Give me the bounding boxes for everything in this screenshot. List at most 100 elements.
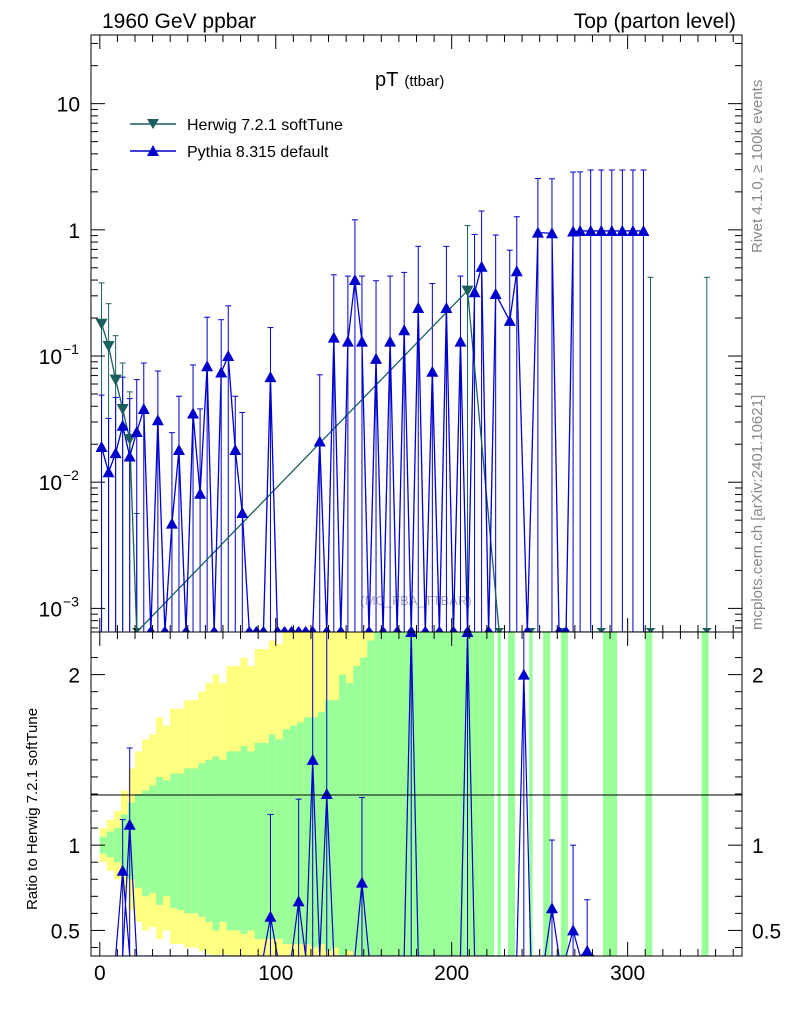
x-tick-label: 200 xyxy=(434,962,469,985)
ratio-band-green xyxy=(409,632,417,956)
pythia-point-floor xyxy=(336,626,346,632)
pythia-point xyxy=(503,314,516,326)
ratio-band-green xyxy=(645,632,653,956)
ratio-band-green xyxy=(381,632,389,956)
y-tick-exponent: −1 xyxy=(63,341,79,357)
rivet-label: Rivet 4.1.0, ≥ 100k events xyxy=(749,80,766,253)
ratio-band-green xyxy=(226,751,234,931)
ratio-pythia-point xyxy=(306,753,319,765)
herwig-point xyxy=(102,341,115,353)
ratio-band-green xyxy=(134,794,143,888)
ratio-band-green xyxy=(529,632,533,956)
ratio-band-green xyxy=(184,768,192,914)
ratio-pythia-point xyxy=(292,895,305,907)
ratio-y-tick-label-right: 0.5 xyxy=(752,920,781,943)
herwig-point-floor xyxy=(596,628,607,632)
ratio-band-green xyxy=(346,683,354,951)
ratio-pythia-point xyxy=(264,910,277,922)
y-tick-label: 10 xyxy=(39,472,62,495)
ratio-band-green xyxy=(142,790,150,897)
pythia-point xyxy=(137,403,150,415)
pythia-point xyxy=(264,371,277,383)
ratio-band-green xyxy=(388,632,396,956)
ratio-band-green xyxy=(106,831,114,858)
pythia-point xyxy=(151,414,164,426)
pythia-point-floor xyxy=(245,626,254,632)
herwig-point xyxy=(116,404,129,416)
mcplots-label: mcplots.cern.ch [arXiv:2401.10621] xyxy=(749,395,766,630)
herwig-point-floor xyxy=(645,628,656,632)
pythia-point-floor xyxy=(294,626,303,632)
ratio-uncertainty-bands xyxy=(99,632,709,956)
legend-pythia-label: Pythia 8.315 default xyxy=(187,144,329,161)
pythia-point-floor xyxy=(209,626,219,632)
header-left: 1960 GeV ppbar xyxy=(102,10,256,33)
pythia-point-floor xyxy=(364,626,374,632)
pythia-point xyxy=(489,288,502,300)
legend: Herwig 7.2.1 softTune Pythia 8.315 defau… xyxy=(130,117,343,161)
pythia-point xyxy=(605,224,618,236)
ratio-band-green xyxy=(205,759,213,922)
y-tick-label: 10 xyxy=(39,346,62,369)
ratio-band-green xyxy=(458,632,466,956)
plot-title: pT (ttbar) xyxy=(375,69,444,91)
ratio-band-green xyxy=(275,739,283,939)
ratio-band-green xyxy=(486,632,494,956)
legend-pythia-marker xyxy=(147,145,159,156)
pythia-point xyxy=(370,352,383,364)
ratio-band-green xyxy=(339,674,347,956)
pythia-point xyxy=(440,302,453,314)
ratio-y-tick-label: 1 xyxy=(68,835,80,858)
pythia-point xyxy=(475,260,488,272)
ratio-band-green xyxy=(402,632,410,956)
ratio-band-green xyxy=(367,640,375,956)
ratio-y-label: Ratio to Herwig 7.2.1 softTune xyxy=(24,708,41,910)
pythia-point-floor xyxy=(301,626,310,632)
ratio-band-green xyxy=(472,632,480,956)
ratio-band-green xyxy=(437,632,445,956)
ratio-band-green xyxy=(560,632,568,956)
ratio-band-green xyxy=(416,632,424,956)
y-tick-label: 10 xyxy=(57,94,80,117)
pythia-point xyxy=(626,224,639,236)
ratio-pythia-point xyxy=(517,668,530,680)
ratio-band-green xyxy=(465,632,473,956)
ratio-band-green xyxy=(296,722,304,945)
pythia-point-floor xyxy=(523,626,532,632)
pythia-point xyxy=(116,419,129,431)
pythia-point xyxy=(236,507,249,519)
ratio-band-green xyxy=(543,632,551,956)
ratio-band-green xyxy=(332,700,340,948)
y-tick-exponent: −2 xyxy=(63,467,79,483)
header-right: Top (parton level) xyxy=(574,10,736,33)
ratio-band-green xyxy=(603,632,618,956)
plot-title-main: pT xyxy=(375,69,398,91)
pythia-point xyxy=(468,286,481,298)
ratio-band-green xyxy=(289,725,297,945)
ratio-band-green xyxy=(120,814,128,871)
ratio-pythia-point xyxy=(545,902,558,914)
legend-herwig-marker xyxy=(147,119,159,129)
pythia-point xyxy=(341,335,354,347)
pythia-point xyxy=(454,335,467,347)
ratio-band-green xyxy=(212,756,220,931)
pythia-point xyxy=(584,224,597,236)
ratio-band-green xyxy=(374,632,382,956)
ratio-pythia-line xyxy=(115,632,595,956)
pythia-point xyxy=(348,274,361,286)
pythia-point-floor xyxy=(280,626,289,632)
pythia-point xyxy=(637,224,650,236)
ratio-band-green xyxy=(507,632,516,956)
pythia-point xyxy=(384,335,397,347)
ratio-band-green xyxy=(423,632,431,956)
ratio-band-green xyxy=(353,666,361,956)
pythia-point xyxy=(426,365,439,377)
pythia-point xyxy=(574,224,587,236)
watermark: (MC_FBA_TTBAR) xyxy=(360,593,471,608)
pythia-point-floor xyxy=(435,626,444,632)
ratio-band-green xyxy=(303,717,311,945)
pythia-line xyxy=(100,230,644,632)
main-error-bars xyxy=(98,169,710,632)
ratio-band-green xyxy=(430,632,438,956)
plot-title-suffix: (ttbar) xyxy=(404,73,444,90)
